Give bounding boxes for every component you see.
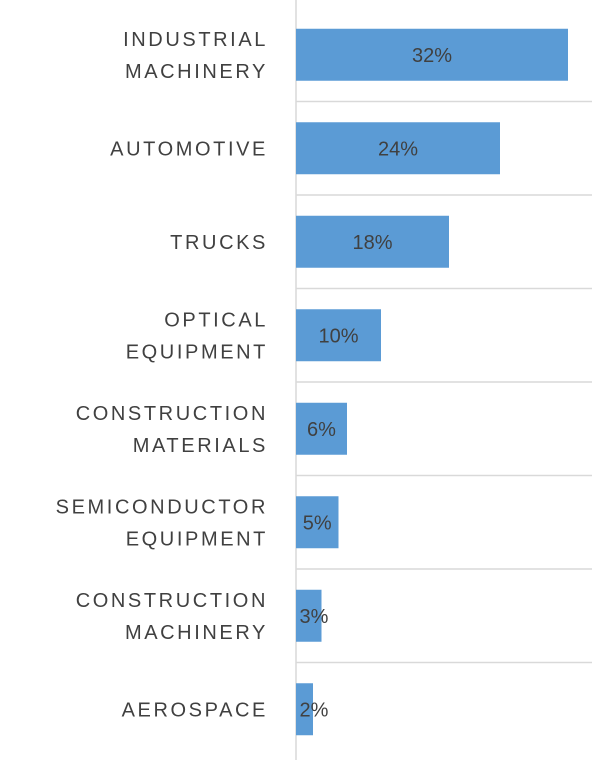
bar [296,28,568,81]
data-label: 10% [318,325,358,347]
data-label: 5% [303,512,332,534]
category-label: MACHINERY [125,622,268,644]
data-label: 32% [412,45,452,67]
bar [296,589,322,642]
bar [296,309,381,362]
category-label: SEMICONDUCTOR [56,496,268,518]
data-label: 18% [352,232,392,254]
category-label: INDUSTRIAL [123,29,268,51]
category-label: CONSTRUCTION [76,590,268,612]
category-label: TRUCKS [170,232,268,254]
category-label: MATERIALS [133,435,268,457]
category-label: MACHINERY [125,61,268,83]
bar [296,683,313,736]
data-label: 6% [307,419,336,441]
category-label: AUTOMOTIVE [110,138,268,160]
bar [296,215,449,268]
data-label: 24% [378,138,418,160]
data-label: 2% [300,699,329,721]
category-label: EQUIPMENT [126,341,268,363]
category-label: CONSTRUCTION [76,403,268,425]
bar [296,402,347,455]
bar [296,496,339,549]
bar [296,122,500,175]
data-label: 3% [300,606,329,628]
category-label: OPTICAL [164,309,268,331]
category-label: AEROSPACE [122,699,268,721]
category-label: EQUIPMENT [126,528,268,550]
